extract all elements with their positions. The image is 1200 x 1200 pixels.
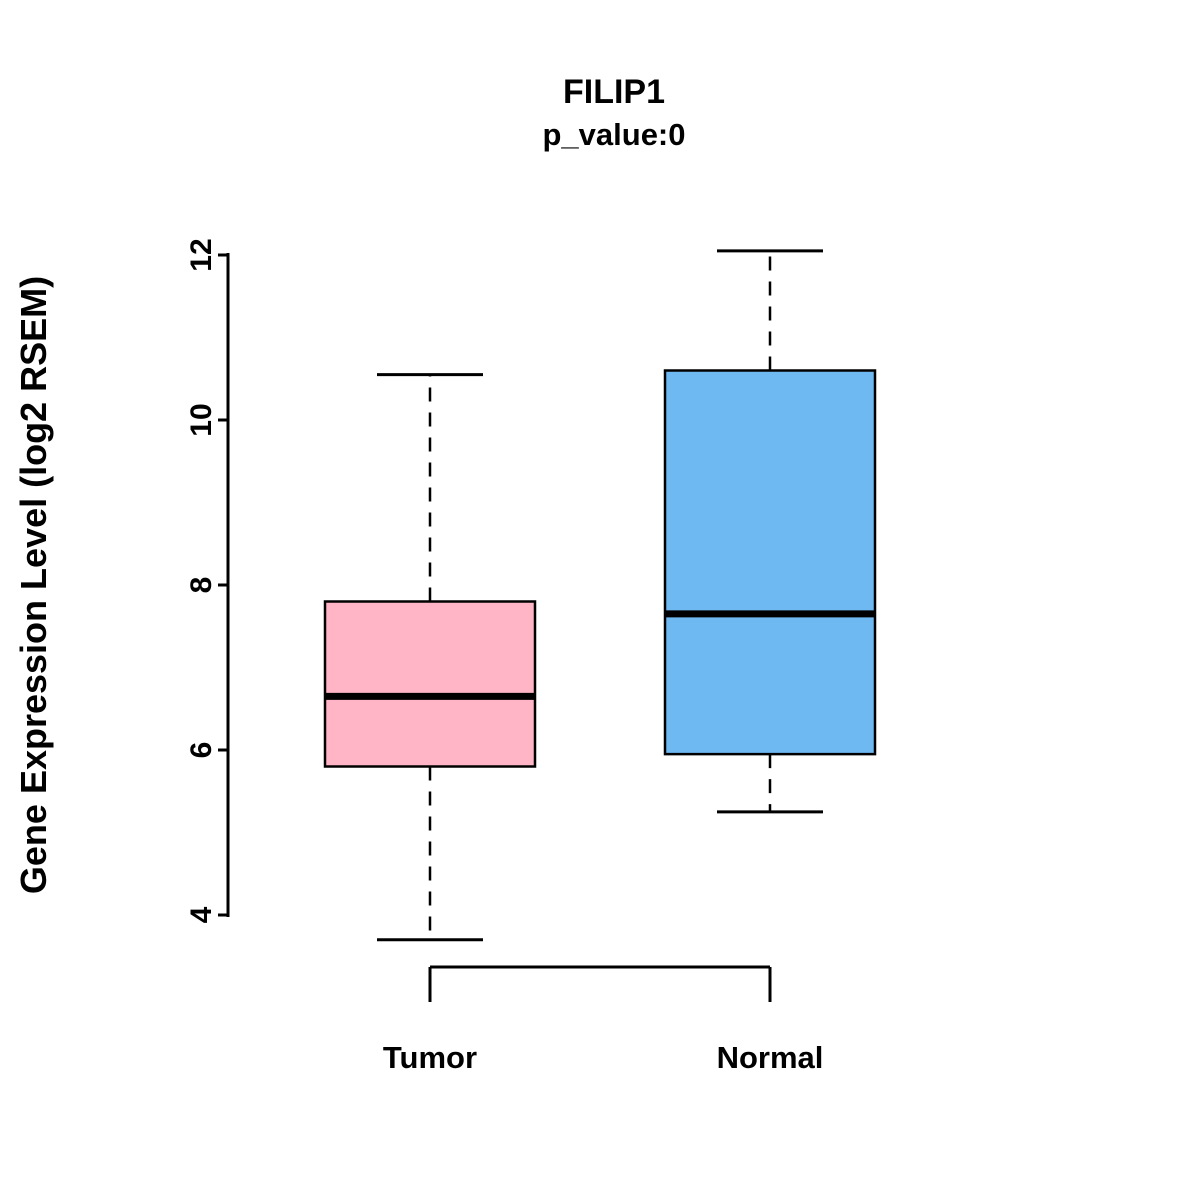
y-axis-tick-label: 10 — [185, 403, 218, 436]
title-block: FILIP1 p_value:0 — [0, 72, 1200, 156]
y-axis-tick-label: 6 — [185, 742, 218, 759]
y-axis-tick-label: 12 — [185, 238, 218, 271]
box-tumor — [323, 600, 537, 768]
chart-subtitle: p_value:0 — [542, 116, 686, 152]
x-axis-category-label: Normal — [717, 1040, 824, 1075]
chart-title: FILIP1 — [562, 73, 666, 111]
y-axis-tick-label: 4 — [185, 906, 218, 923]
y-axis-tick-label: 8 — [185, 577, 218, 594]
x-axis-category-label: Tumor — [383, 1040, 477, 1075]
box-normal — [663, 369, 877, 756]
